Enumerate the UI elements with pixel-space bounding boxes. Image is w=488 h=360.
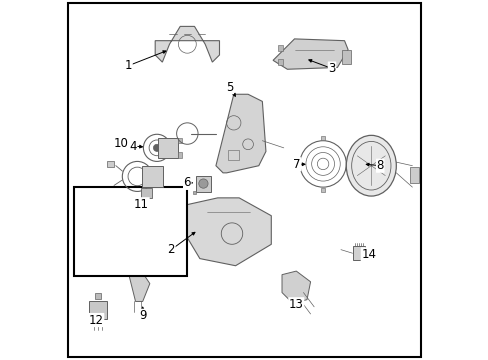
Polygon shape: [89, 301, 107, 319]
Bar: [295, 162, 299, 166]
Ellipse shape: [198, 179, 207, 188]
Bar: [277, 59, 283, 65]
Polygon shape: [282, 271, 310, 303]
Text: 6: 6: [183, 176, 191, 189]
Bar: [228, 150, 239, 160]
Bar: [352, 246, 365, 260]
Bar: [346, 162, 350, 166]
Text: 14: 14: [361, 248, 376, 261]
Bar: [107, 161, 114, 167]
Text: 1: 1: [124, 59, 132, 72]
Polygon shape: [155, 26, 219, 62]
Text: 13: 13: [288, 298, 303, 311]
Bar: [277, 45, 283, 50]
Text: 11: 11: [134, 198, 149, 211]
Bar: [320, 136, 325, 140]
Polygon shape: [272, 39, 347, 69]
Bar: [158, 138, 177, 158]
Text: 5: 5: [226, 81, 233, 94]
Polygon shape: [178, 198, 271, 266]
Bar: [341, 50, 350, 64]
Bar: [142, 166, 163, 187]
Text: 7: 7: [293, 158, 300, 171]
Bar: [141, 188, 151, 198]
Text: 10: 10: [114, 137, 128, 150]
Text: 8: 8: [376, 159, 383, 172]
Polygon shape: [128, 273, 149, 301]
FancyBboxPatch shape: [74, 187, 187, 276]
Text: 12: 12: [88, 314, 103, 327]
Polygon shape: [216, 94, 265, 173]
Bar: [192, 191, 196, 194]
Text: 9: 9: [139, 309, 146, 322]
Text: 4: 4: [129, 140, 137, 153]
Bar: [178, 138, 182, 143]
Bar: [95, 293, 101, 299]
Bar: [409, 167, 418, 183]
Text: 2: 2: [167, 243, 175, 256]
Bar: [196, 176, 210, 192]
Text: 3: 3: [327, 62, 335, 75]
Bar: [320, 188, 325, 192]
Ellipse shape: [346, 135, 395, 196]
Ellipse shape: [153, 144, 160, 152]
Bar: [178, 152, 182, 158]
